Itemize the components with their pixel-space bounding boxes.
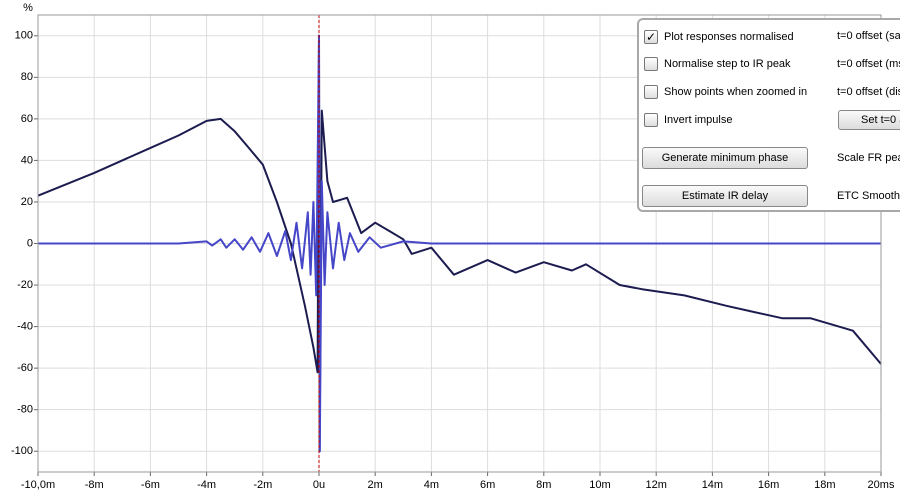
button[interactable]: Generate minimum phase [642, 147, 808, 169]
field-label: t=0 offset (dis [837, 86, 900, 98]
x-tick-label: 6m [480, 479, 495, 491]
x-tick-label: 14m [702, 479, 723, 491]
checkbox[interactable] [644, 85, 658, 99]
x-tick-label: 16m [758, 479, 779, 491]
checkbox-row[interactable]: Normalise step to IR peak [644, 56, 791, 72]
y-tick-label: -60 [17, 362, 33, 374]
checkbox-row[interactable]: Invert impulse [644, 112, 732, 128]
checkbox-row[interactable]: Show points when zoomed in [644, 84, 807, 100]
series-line [37, 34, 882, 453]
y-tick-label: -80 [17, 404, 33, 416]
x-tick-label: 12m [645, 479, 666, 491]
x-tick-label: 4m [424, 479, 439, 491]
checkbox-label: Normalise step to IR peak [664, 58, 791, 70]
y-tick-label: 80 [21, 71, 33, 83]
checkbox-label: Invert impulse [664, 114, 733, 126]
y-tick-label: -100 [11, 445, 33, 457]
checkbox[interactable]: ✓ [644, 30, 658, 44]
x-tick-label: -8m [85, 479, 104, 491]
y-tick-label: 40 [21, 154, 33, 166]
x-tick-label: -10,0m [21, 479, 55, 491]
x-tick-label: 18m [814, 479, 835, 491]
series-line [38, 34, 881, 453]
y-tick-label: -40 [17, 320, 33, 332]
x-tick-label: 20ms [868, 479, 895, 491]
field-label: t=0 offset (sa [837, 30, 900, 42]
y-tick-label: 20 [21, 196, 33, 208]
x-tick-label: 10m [589, 479, 610, 491]
button[interactable]: Set t=0 a [838, 110, 900, 130]
button[interactable]: Estimate IR delay [642, 185, 808, 207]
x-tick-label: -6m [141, 479, 160, 491]
y-tick-label: 60 [21, 113, 33, 125]
field-label: Scale FR pea [837, 152, 900, 164]
x-tick-label: -2m [253, 479, 272, 491]
y-tick-label: -20 [17, 279, 33, 291]
checkbox-label: Plot responses normalised [664, 31, 794, 43]
controls-panel: ✓ Plot responses normalised Normalise ste… [637, 18, 900, 212]
field-label: t=0 offset (ms [837, 58, 900, 70]
checkbox-row[interactable]: ✓ Plot responses normalised [644, 29, 794, 45]
plot-area [37, 14, 882, 473]
x-tick-label: 2m [368, 479, 383, 491]
x-tick-label: -4m [197, 479, 216, 491]
field-label: ETC Smoothin [837, 190, 900, 202]
checkbox[interactable] [644, 57, 658, 71]
y-tick-label: 0 [27, 237, 33, 249]
x-tick-label: 8m [536, 479, 551, 491]
x-tick-label: 0u [313, 479, 325, 491]
checkbox-label: Show points when zoomed in [664, 86, 808, 98]
checkbox[interactable] [644, 113, 658, 127]
y-tick-label: 100 [15, 30, 33, 42]
y-axis-label: % [23, 2, 33, 14]
